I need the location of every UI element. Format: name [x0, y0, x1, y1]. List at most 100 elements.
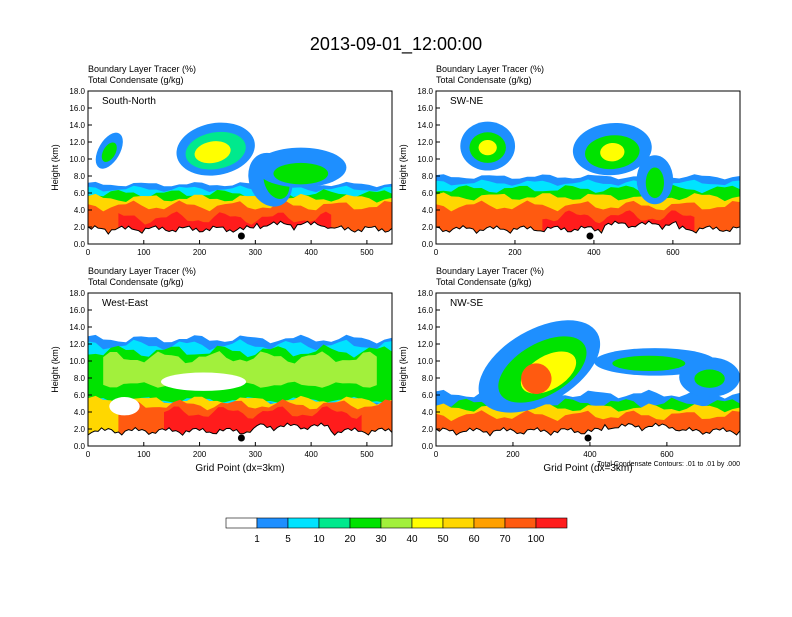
colorbar-label: 30: [375, 534, 387, 545]
colorbar-swatch: [535, 517, 568, 529]
x-tick-label: 0: [86, 450, 91, 459]
field-fill: [88, 334, 392, 446]
y-tick-label: 2.0: [74, 425, 86, 434]
panel-title: SW-NE: [450, 96, 483, 107]
field-cell: [160, 372, 247, 391]
colorbar-label: 10: [313, 534, 325, 545]
y-tick-label: 14.0: [69, 323, 85, 332]
y-tick-label: 10.0: [417, 155, 433, 164]
figure-title: 2013-09-01_12:00:00: [310, 34, 482, 55]
colorbar-swatch: [256, 517, 289, 529]
site-marker: [584, 434, 592, 442]
x-tick-label: 300: [249, 248, 263, 257]
x-tick-label: 100: [137, 450, 151, 459]
x-tick-label: 200: [193, 450, 207, 459]
x-tick-label: 600: [660, 450, 674, 459]
field-fill: [436, 121, 740, 244]
colorbar-label: 70: [499, 534, 511, 545]
y-tick-label: 16.0: [417, 306, 433, 315]
x-tick-label: 200: [506, 450, 520, 459]
colorbar-label: 1: [254, 534, 260, 545]
panel-2: Boundary Layer Tracer (%)Total Condensat…: [50, 266, 393, 474]
colorbar-swatch: [318, 517, 351, 529]
x-tick-label: 0: [86, 248, 91, 257]
site-marker: [237, 232, 245, 240]
colorbar: 1 5 10 20 30 40 50 60 70 100: [225, 517, 568, 545]
plot-frame: [87, 90, 393, 245]
colorbar-label: 20: [344, 534, 356, 545]
terrain-mask: [436, 221, 740, 244]
y-tick-label: 8.0: [422, 374, 434, 383]
x-tick-label: 300: [249, 450, 263, 459]
y-tick-label: 10.0: [69, 357, 85, 366]
y-tick-label: 10.0: [417, 357, 433, 366]
y-tick-label: 4.0: [74, 408, 86, 417]
y-tick-label: 8.0: [422, 172, 434, 181]
colorbar-label: 40: [406, 534, 418, 545]
field-label: Boundary Layer Tracer (%): [88, 64, 196, 74]
x-tick-label: 600: [666, 248, 680, 257]
field-label: Boundary Layer Tracer (%): [436, 64, 544, 74]
x-tick-label: 400: [304, 248, 318, 257]
plot-frame: [87, 292, 393, 447]
colorbar-swatch: [442, 517, 475, 529]
terrain-line: [88, 422, 392, 436]
y-tick-label: 12.0: [69, 138, 85, 147]
y-tick-label: 8.0: [74, 374, 86, 383]
colorbar-label: 60: [468, 534, 480, 545]
colorbar-swatch: [287, 517, 320, 529]
field-cell: [101, 142, 117, 162]
field-label: Total Condensate (g/kg): [436, 277, 532, 287]
field-cell: [194, 141, 231, 164]
field-cell: [694, 369, 725, 388]
panel-1: Boundary Layer Tracer (%)Total Condensat…: [398, 64, 741, 257]
x-tick-label: 0: [434, 248, 439, 257]
y-tick-label: 18.0: [69, 87, 85, 96]
field-cell: [478, 139, 497, 156]
y-axis-label: Height (km): [398, 144, 408, 191]
x-tick-label: 500: [360, 450, 374, 459]
y-tick-label: 4.0: [74, 206, 86, 215]
terrain-mask: [88, 221, 392, 244]
colorbar-label: 50: [437, 534, 449, 545]
y-tick-label: 16.0: [417, 104, 433, 113]
site-marker: [237, 434, 245, 442]
y-tick-label: 0.0: [74, 442, 86, 451]
colorbar-swatch: [380, 517, 413, 529]
field-cell: [521, 363, 552, 394]
colorbar-swatch: [473, 517, 506, 529]
y-axis-label: Height (km): [50, 346, 60, 393]
panel-title: NW-SE: [450, 298, 483, 309]
field-cell: [273, 162, 329, 185]
x-axis-label: Grid Point (dx=3km): [543, 463, 632, 474]
field-cell: [645, 167, 664, 199]
contour-note: Total Condensate Contours: .01 to .01 by…: [597, 461, 740, 468]
y-tick-label: 0.0: [422, 240, 434, 249]
x-tick-label: 200: [508, 248, 522, 257]
y-tick-label: 16.0: [69, 306, 85, 315]
y-tick-label: 6.0: [74, 189, 86, 198]
site-marker: [586, 232, 594, 240]
terrain-line: [88, 220, 392, 235]
y-tick-label: 4.0: [422, 408, 434, 417]
y-tick-label: 0.0: [422, 442, 434, 451]
field-fill: [436, 320, 740, 446]
y-tick-label: 0.0: [74, 240, 86, 249]
y-axis-label: Height (km): [50, 144, 60, 191]
x-tick-label: 100: [137, 248, 151, 257]
x-axis-label: Grid Point (dx=3km): [195, 463, 284, 474]
x-tick-label: 400: [587, 248, 601, 257]
field-fill: [88, 122, 392, 244]
panels: Boundary Layer Tracer (%) Total Condensat…: [50, 64, 741, 474]
y-tick-label: 18.0: [69, 289, 85, 298]
colorbar-swatch: [411, 517, 444, 529]
panel-0: Boundary Layer Tracer (%)Total Condensat…: [50, 64, 393, 257]
x-tick-label: 400: [583, 450, 597, 459]
panel-title: South-North: [102, 96, 156, 107]
colorbar-swatch: [225, 517, 258, 529]
y-tick-label: 6.0: [422, 391, 434, 400]
y-tick-label: 2.0: [422, 223, 434, 232]
y-tick-label: 14.0: [69, 121, 85, 130]
